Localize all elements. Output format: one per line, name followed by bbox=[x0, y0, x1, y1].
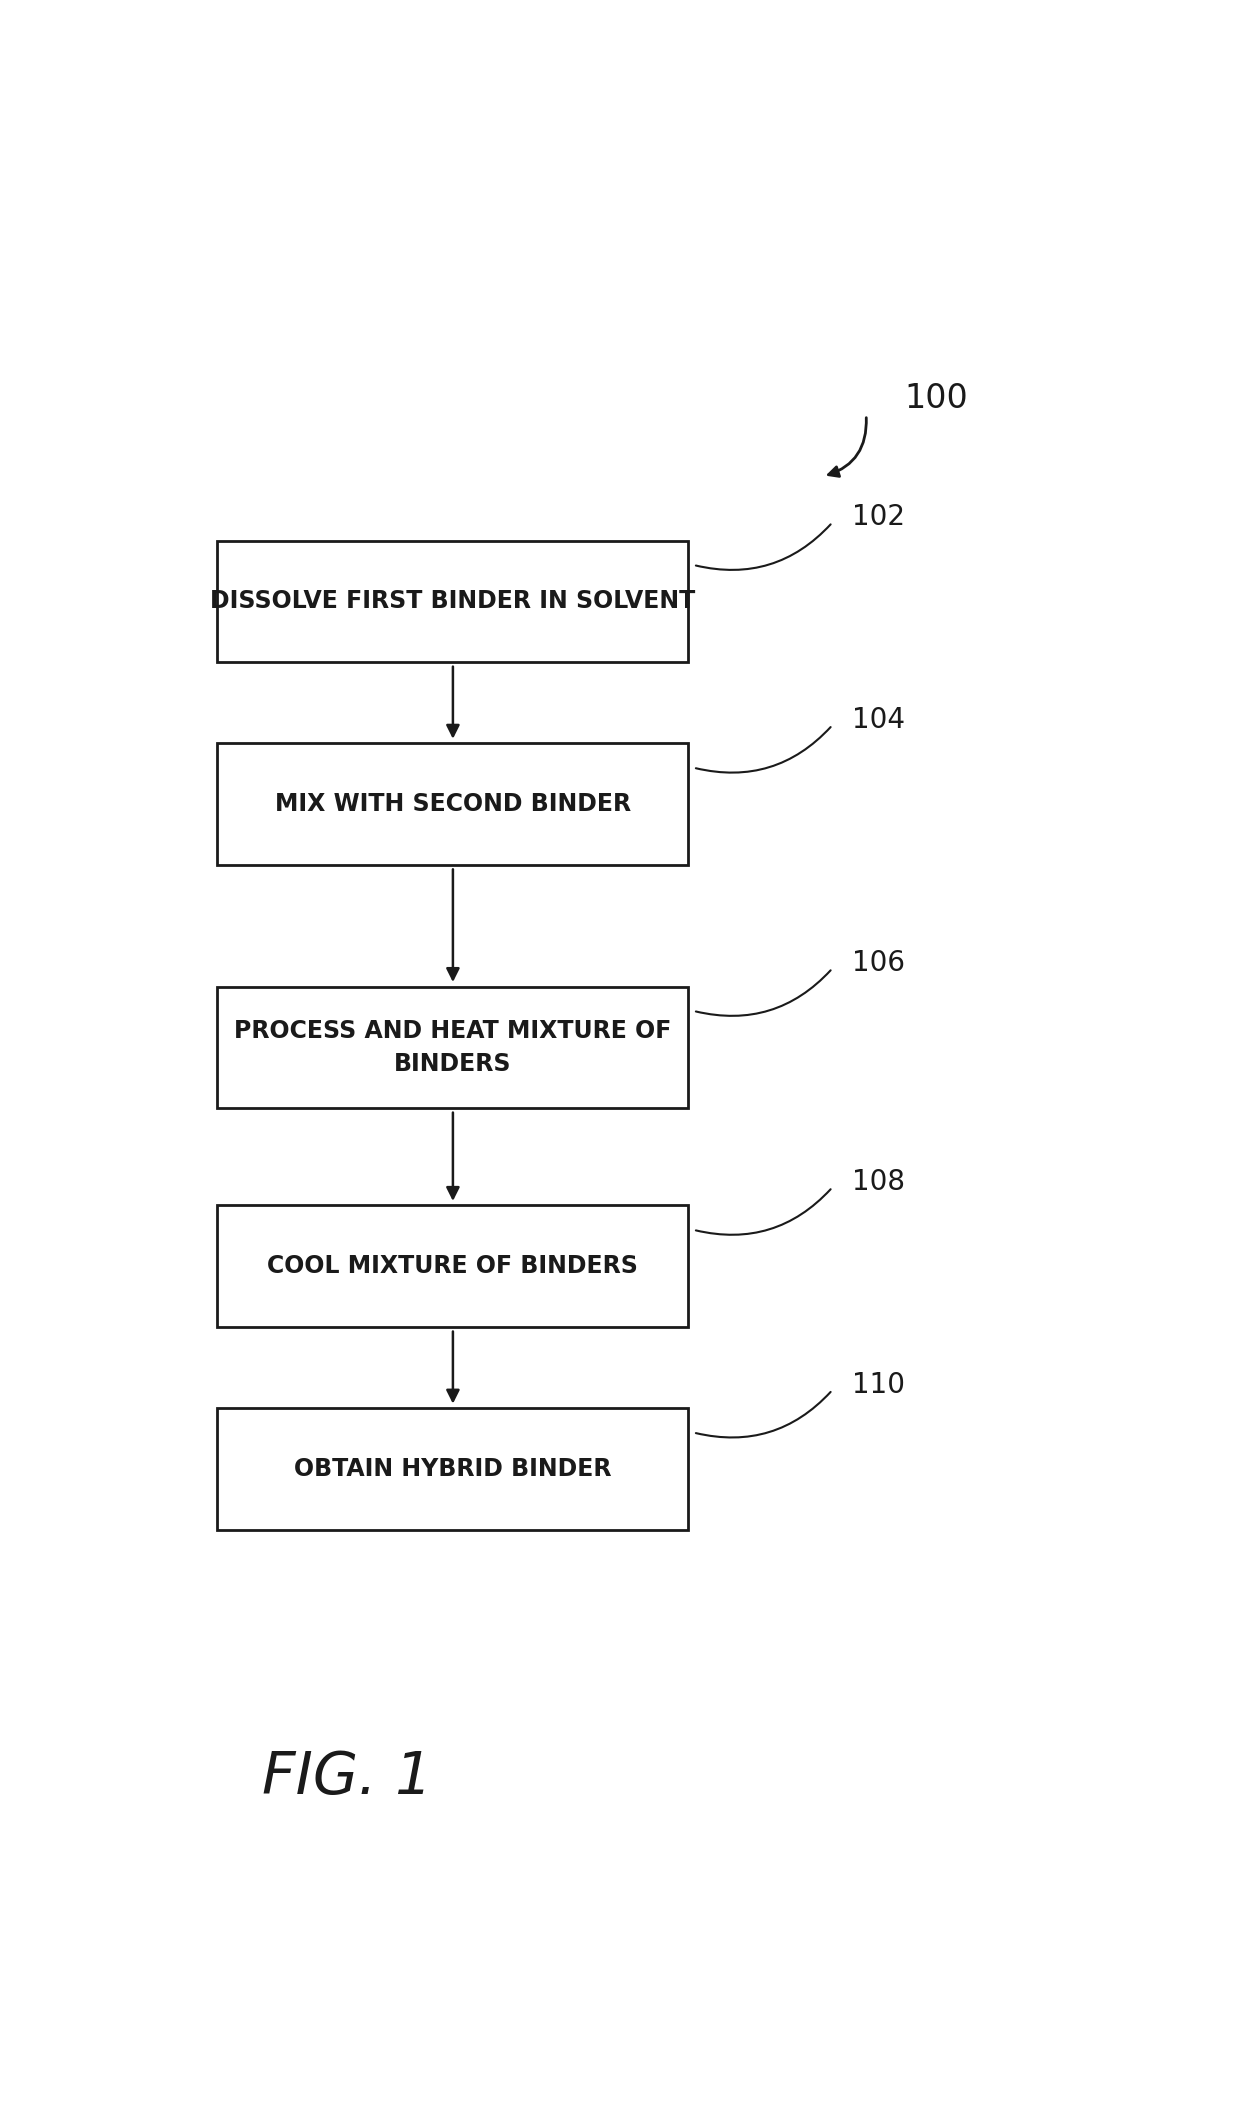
Text: FIG. 1: FIG. 1 bbox=[262, 1748, 433, 1805]
Text: 108: 108 bbox=[852, 1169, 905, 1196]
Text: DISSOLVE FIRST BINDER IN SOLVENT: DISSOLVE FIRST BINDER IN SOLVENT bbox=[211, 590, 696, 613]
Text: 110: 110 bbox=[852, 1371, 905, 1398]
Text: PROCESS AND HEAT MIXTURE OF
BINDERS: PROCESS AND HEAT MIXTURE OF BINDERS bbox=[234, 1019, 672, 1076]
Bar bbox=[217, 1409, 688, 1529]
Text: 104: 104 bbox=[852, 706, 905, 735]
Text: COOL MIXTURE OF BINDERS: COOL MIXTURE OF BINDERS bbox=[268, 1255, 639, 1278]
Text: MIX WITH SECOND BINDER: MIX WITH SECOND BINDER bbox=[275, 792, 631, 815]
Bar bbox=[217, 743, 688, 866]
Bar bbox=[217, 1205, 688, 1327]
Text: 102: 102 bbox=[852, 503, 905, 531]
Text: 106: 106 bbox=[852, 950, 905, 977]
Text: OBTAIN HYBRID BINDER: OBTAIN HYBRID BINDER bbox=[294, 1457, 611, 1481]
Bar bbox=[217, 986, 688, 1108]
Text: 100: 100 bbox=[905, 381, 968, 415]
Bar bbox=[217, 541, 688, 661]
